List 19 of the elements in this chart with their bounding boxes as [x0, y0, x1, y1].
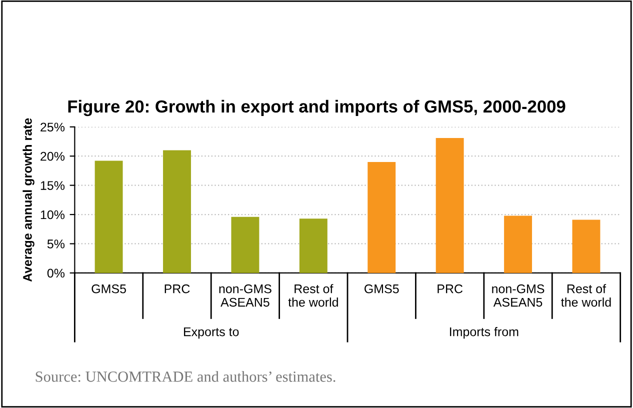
x-tick-label: GMS5	[364, 284, 399, 294]
y-tick-label: 25%	[40, 122, 65, 132]
text: Imports from	[450, 327, 518, 339]
y-axis-title: Average annual growth rate	[22, 118, 34, 282]
x-tick-label: GMS5	[92, 284, 126, 294]
x-tick-label: PRC	[438, 284, 463, 294]
y-tick-label: 0%	[47, 268, 65, 278]
y-tick-label: 10%	[40, 210, 65, 220]
source-note: Source: UNCOMTRADE and authors’ estimates.	[36, 371, 336, 382]
x-tick-label: non-GMS ASEAN5	[492, 284, 544, 307]
y-tick-label: 15%	[40, 181, 65, 190]
y-tick-label: 20%	[40, 152, 65, 161]
x-tick-label: PRC	[164, 284, 190, 294]
x-tick-label: non-GMS ASEAN5	[219, 284, 272, 307]
x-tick-label: Rest of the world	[288, 284, 338, 307]
text: Exports to	[184, 327, 239, 339]
chart-title: Figure 20: Growth in export and imports of GMS5, 2000-2009	[68, 100, 566, 116]
x-tick-label: Rest of the world	[561, 284, 611, 307]
y-tick-label: 5%	[47, 240, 65, 248]
